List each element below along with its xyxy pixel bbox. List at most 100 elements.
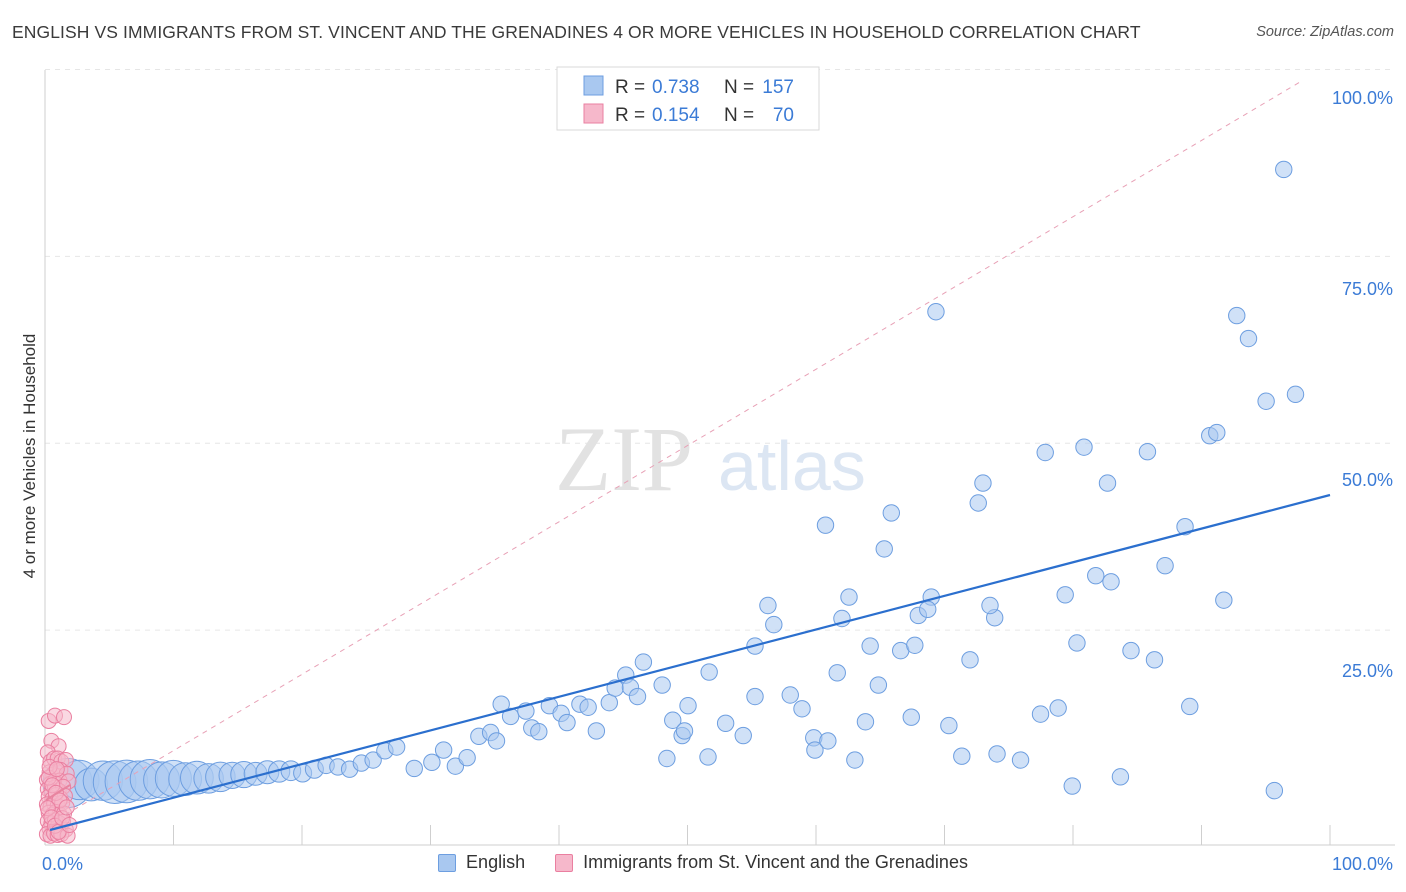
- english-point-79: [861, 637, 879, 655]
- legend-item-immigrant[interactable]: Immigrants from St. Vincent and the Gren…: [555, 852, 968, 873]
- english-point-108: [1102, 573, 1120, 591]
- english-point-85: [906, 636, 924, 654]
- english-point-52: [628, 687, 647, 706]
- english-point-68: [781, 686, 799, 704]
- english-point-76: [840, 588, 858, 606]
- legend-label-immigrant: Immigrants from St. Vincent and the Gren…: [583, 852, 968, 872]
- english-point-49: [487, 732, 506, 750]
- english-point-110: [1122, 641, 1140, 660]
- english-point-109: [1111, 768, 1130, 786]
- immigrant-trend-line: [45, 784, 71, 801]
- english-point-31: [434, 741, 453, 759]
- english-point-57: [679, 697, 697, 715]
- english-point-43: [558, 713, 576, 732]
- english-trend-line: [49, 493, 1331, 832]
- legend-label-english: English: [466, 852, 526, 872]
- stats-r-value-1: 0.154: [652, 105, 700, 126]
- legend-item-english[interactable]: English: [438, 852, 525, 873]
- stats-r-label-1: R =: [615, 105, 645, 126]
- english-point-64: [699, 748, 717, 766]
- watermark-zip: ZIP: [555, 408, 693, 510]
- stats-n-value-1: 70: [773, 105, 794, 126]
- english-point-94: [974, 474, 992, 492]
- english-point-99: [1031, 705, 1050, 723]
- english-point-32: [446, 757, 465, 775]
- watermark-atlas: atlas: [718, 427, 866, 505]
- english-point-63: [734, 726, 752, 745]
- english-point-33: [458, 749, 476, 767]
- english-point-80: [869, 676, 888, 694]
- english-point-40: [530, 723, 548, 741]
- english-point-26: [364, 751, 382, 769]
- english-point-77: [846, 751, 864, 769]
- english-point-45: [579, 698, 597, 716]
- stats-n-value-0: 157: [762, 77, 794, 98]
- english-point-89: [919, 600, 937, 619]
- immigrant-point-69: [48, 761, 65, 778]
- english-point-97: [988, 745, 1006, 763]
- english-point-123: [1275, 160, 1293, 179]
- english-point-101: [1049, 699, 1067, 717]
- english-point-54: [653, 676, 671, 694]
- y-axis-label: 4 or more Vehicles in Household: [20, 334, 39, 579]
- english-point-69: [793, 700, 811, 718]
- english-point-55: [664, 711, 682, 729]
- english-point-115: [1181, 697, 1199, 716]
- stats-r-label-0: R =: [615, 77, 645, 98]
- stats-swatch-english: [583, 75, 604, 96]
- english-point-81: [875, 540, 893, 558]
- english-point-91: [953, 747, 971, 765]
- english-point-88: [927, 303, 945, 321]
- axes: [44, 70, 1395, 846]
- english-point-78: [856, 713, 875, 731]
- english-point-119: [1228, 306, 1246, 325]
- english-point-105: [1075, 438, 1093, 456]
- english-point-118: [1215, 591, 1233, 609]
- english-point-60: [675, 722, 694, 740]
- english-point-66: [765, 615, 783, 634]
- english-point-90: [940, 716, 958, 735]
- english-point-53: [634, 653, 653, 671]
- english-point-61: [716, 714, 735, 733]
- english-point-59: [658, 749, 676, 768]
- watermark: ZIP atlas: [555, 408, 866, 510]
- english-point-120: [1239, 329, 1258, 348]
- english-point-46: [587, 722, 606, 740]
- y-tick-label-2: 50.0%: [1342, 470, 1393, 490]
- english-point-100: [1036, 443, 1054, 462]
- stats-legend: R = 0.738 N = 157 R = 0.154 N = 70: [556, 66, 820, 131]
- english-point-67: [759, 596, 777, 615]
- english-point-72: [819, 732, 837, 750]
- english-point-121: [1257, 392, 1275, 410]
- chart-source: Source: ZipAtlas.com: [1256, 24, 1394, 40]
- english-point-58: [700, 663, 718, 681]
- english-point-47: [600, 693, 618, 712]
- english-point-92: [961, 651, 979, 669]
- y-tick-label-3: 25.0%: [1342, 661, 1393, 681]
- english-point-73: [816, 516, 835, 534]
- english-point-37: [501, 707, 520, 726]
- english-point-122: [1265, 781, 1284, 800]
- immigrant-point-4: [56, 709, 72, 726]
- chart-title: ENGLISH VS IMMIGRANTS FROM ST. VINCENT A…: [12, 22, 1141, 42]
- english-point-104: [1068, 634, 1086, 652]
- english-point-112: [1145, 651, 1164, 669]
- y-tick-label-1: 75.0%: [1342, 279, 1393, 299]
- trend-lines: [45, 81, 1331, 832]
- english-point-82: [882, 504, 900, 522]
- english-point-107: [1098, 474, 1117, 492]
- english-point-102: [1056, 586, 1074, 604]
- tick-labels: 100.0% 75.0% 50.0% 25.0% 0.0% 100.0% 4 or more…: [20, 88, 1393, 874]
- english-point-71: [806, 741, 824, 759]
- english-point-30: [423, 753, 441, 772]
- english-point-93: [969, 494, 987, 512]
- x-tick-label-0: 0.0%: [42, 854, 83, 874]
- english-point-106: [1087, 566, 1105, 585]
- english-point-117: [1208, 423, 1226, 442]
- stats-r-value-0: 0.738: [652, 77, 700, 98]
- english-point-62: [746, 687, 764, 706]
- grid-lines: [45, 69, 1395, 631]
- stats-n-label-1: N =: [724, 105, 754, 126]
- english-point-113: [1156, 557, 1174, 575]
